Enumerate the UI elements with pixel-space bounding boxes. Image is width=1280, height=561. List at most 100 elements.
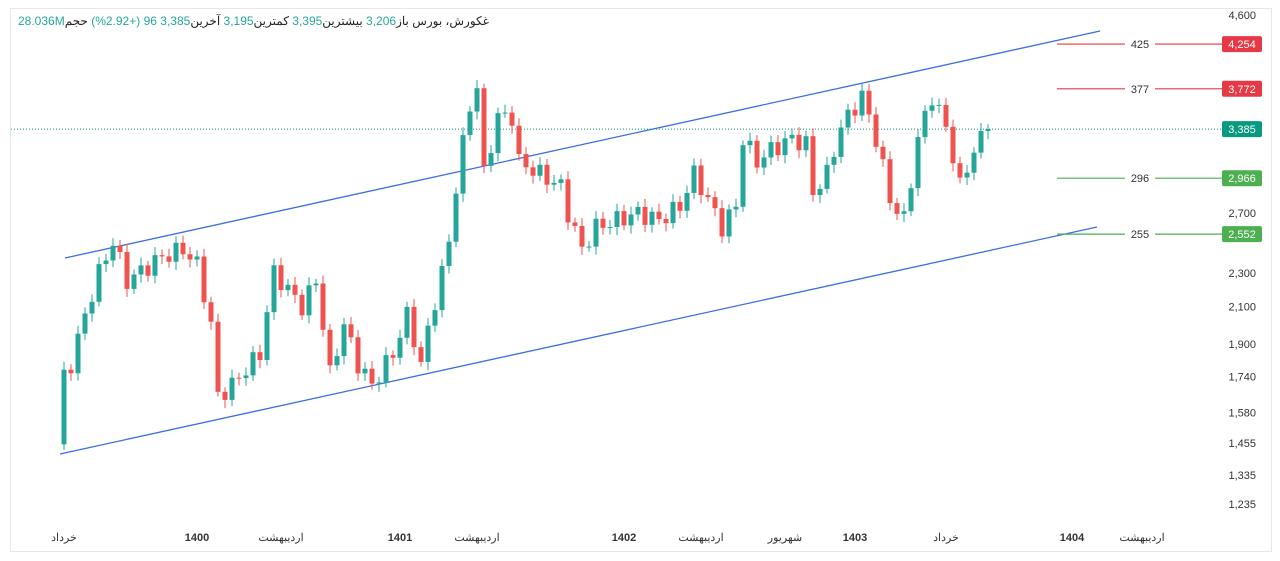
- candle-body: [978, 131, 984, 153]
- candle-body: [572, 222, 578, 226]
- candle-body: [677, 201, 683, 211]
- change-value: 96 (+2.92%): [91, 14, 157, 28]
- candle-body: [852, 109, 858, 116]
- candle-body: [271, 265, 277, 313]
- candle-body: [831, 156, 837, 165]
- candle-body: [460, 135, 466, 194]
- close-value: 3,385: [160, 14, 191, 28]
- candle-body: [236, 377, 242, 379]
- candle-body: [285, 284, 291, 291]
- candle-body: [250, 352, 256, 376]
- symbol-name: غکورش، بورس: [412, 14, 489, 28]
- candle-body: [355, 337, 361, 374]
- candle-body: [488, 153, 494, 166]
- x-tick-label: اردیبهشت: [1119, 532, 1164, 544]
- candle-body: [341, 324, 347, 357]
- candle-body: [621, 211, 627, 226]
- candle-body: [432, 310, 438, 326]
- candle-body: [530, 167, 536, 176]
- candle-body: [649, 211, 655, 225]
- x-tick-label: اردیبهشت: [258, 532, 303, 544]
- candle-body: [362, 368, 368, 374]
- level-price-value: 3,772: [1228, 84, 1256, 96]
- candle-body: [915, 137, 921, 189]
- y-tick-label: 1,900: [1228, 339, 1256, 351]
- candle-body: [131, 274, 137, 289]
- candle-body: [334, 356, 340, 366]
- candle-body: [824, 164, 830, 189]
- candle-body: [215, 321, 221, 392]
- candle-body: [929, 105, 935, 111]
- candle-body: [817, 188, 823, 196]
- y-tick-label: 4,600: [1228, 10, 1256, 22]
- candle-body: [103, 260, 109, 265]
- candle-body: [411, 306, 417, 348]
- level-price-value: 2,552: [1228, 229, 1256, 241]
- candle-body: [614, 211, 620, 228]
- y-tick-label: 2,700: [1228, 208, 1256, 220]
- candle-body: [600, 218, 606, 228]
- level-label: 377: [1131, 84, 1149, 96]
- candle-body: [348, 324, 354, 338]
- candle-body: [75, 333, 81, 374]
- candle-body: [635, 206, 641, 215]
- candle-body: [887, 159, 893, 204]
- candle-body: [117, 245, 123, 253]
- level-price-badge: [1222, 36, 1262, 53]
- x-tick-label: خرداد: [51, 532, 77, 544]
- chart-frame: [10, 8, 1272, 552]
- candle-body: [516, 125, 522, 155]
- candle-body: [145, 265, 151, 276]
- x-tick-label: 1401: [388, 532, 412, 544]
- candle-body: [523, 154, 529, 168]
- candle-body: [775, 142, 781, 156]
- candle-body: [754, 140, 760, 168]
- low-value: 3,195: [223, 14, 254, 28]
- candle-body: [628, 214, 634, 226]
- candle-body: [551, 182, 557, 185]
- candle-body: [299, 294, 305, 316]
- candle-body: [985, 129, 991, 132]
- candle-body: [957, 163, 963, 178]
- y-tick-label: 2,100: [1228, 302, 1256, 314]
- candle-body: [838, 127, 844, 157]
- candle-body: [257, 352, 263, 360]
- candle-body: [390, 355, 396, 358]
- candle-body: [320, 283, 326, 330]
- candle-body: [110, 245, 116, 261]
- candle-body: [768, 142, 774, 158]
- candle-body: [187, 254, 193, 260]
- candle-body: [922, 110, 928, 138]
- candle-body: [845, 109, 851, 128]
- candle-body: [327, 329, 333, 366]
- candle-body: [166, 256, 172, 262]
- candle-body: [670, 201, 676, 224]
- candle-body: [789, 134, 795, 139]
- candle-body: [866, 90, 872, 115]
- candle-body: [593, 218, 599, 247]
- candle-body: [810, 136, 816, 196]
- candle-body: [565, 179, 571, 223]
- candle-body: [369, 368, 375, 384]
- volume-value: 28.036M: [18, 14, 65, 28]
- candle-body: [173, 242, 179, 262]
- candle-body: [733, 206, 739, 210]
- candle-body: [880, 146, 886, 160]
- candle-body: [222, 391, 228, 400]
- candle-body: [509, 112, 515, 126]
- open-label: باز: [396, 14, 409, 28]
- y-tick-label: 1,580: [1228, 407, 1256, 419]
- candle-body: [495, 113, 501, 154]
- candle-body: [901, 211, 907, 214]
- open-value: 3,206: [366, 14, 397, 28]
- candle-body: [446, 241, 452, 266]
- candle-body: [61, 369, 67, 445]
- candle-body: [313, 283, 319, 286]
- candle-body: [873, 114, 879, 147]
- candle-body: [82, 313, 88, 334]
- x-tick-label: شهریور: [767, 532, 802, 544]
- candle-body: [453, 193, 459, 242]
- level-price-badge: [1222, 226, 1262, 243]
- level-price-value: 2,966: [1228, 173, 1256, 185]
